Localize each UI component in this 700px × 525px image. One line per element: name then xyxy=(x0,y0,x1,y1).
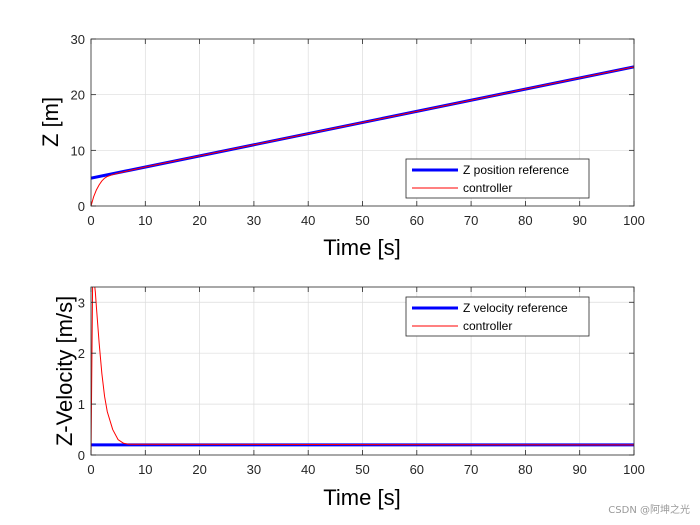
top-xtick-label: 0 xyxy=(87,213,94,228)
top-series xyxy=(91,65,634,206)
top-legend-label-controller: controller xyxy=(463,181,512,195)
top-xtick-label: 70 xyxy=(464,213,478,228)
bottom-xtick-label: 70 xyxy=(464,462,478,477)
bottom-legend: Z velocity reference controller xyxy=(405,296,590,337)
top-xtick-label: 50 xyxy=(355,213,369,228)
bottom-xtick-label: 10 xyxy=(138,462,152,477)
bottom-y-axis-label: Z-Velocity [m/s] xyxy=(52,296,77,446)
bottom-ytick-label: 1 xyxy=(78,397,85,412)
bottom-xtick-label: 0 xyxy=(87,462,94,477)
top-legend: Z position reference controller xyxy=(405,158,590,199)
top-x-axis-label: Time [s] xyxy=(323,235,400,260)
top-grid xyxy=(91,39,634,206)
top-ytick-label: 0 xyxy=(78,199,85,214)
bottom-xtick-label: 60 xyxy=(410,462,424,477)
bottom-legend-box xyxy=(405,296,590,337)
top-xtick-label: 90 xyxy=(572,213,586,228)
bottom-ytick-label: 0 xyxy=(78,448,85,463)
bottom-xtick-label: 30 xyxy=(247,462,261,477)
bottom-xtick-label: 40 xyxy=(301,462,315,477)
bottom-series xyxy=(91,287,634,455)
top-xtick-label: 10 xyxy=(138,213,152,228)
top-xtick-label: 40 xyxy=(301,213,315,228)
bottom-legend-label-reference: Z velocity reference xyxy=(463,301,568,315)
bottom-ytick-label: 2 xyxy=(78,346,85,361)
top-ytick-label: 20 xyxy=(71,88,85,103)
top-xtick-label: 100 xyxy=(623,213,645,228)
bottom-legend-label-controller: controller xyxy=(463,319,512,333)
bottom-ytick-label: 3 xyxy=(78,295,85,310)
bottom-xtick-label: 80 xyxy=(518,462,532,477)
bottom-series-controller-line xyxy=(91,287,634,455)
top-chart: 0 10 20 30 40 50 60 70 80 90 100 0 10 20 30 Time [s] Z… xyxy=(38,32,645,260)
bottom-ticks: 0 10 20 30 40 50 60 70 80 90 100 0 1 2 3 xyxy=(78,287,645,477)
top-ytick-label: 30 xyxy=(71,32,85,47)
bottom-chart: 0 10 20 30 40 50 60 70 80 90 100 0 1 2 3 Time [s] Z-Ve… xyxy=(52,286,645,510)
bottom-xtick-label: 50 xyxy=(355,462,369,477)
top-xtick-label: 60 xyxy=(410,213,424,228)
top-ticks: 0 10 20 30 40 50 60 70 80 90 100 0 10 20 30 xyxy=(71,32,645,228)
top-xtick-label: 20 xyxy=(192,213,206,228)
bottom-xtick-label: 90 xyxy=(572,462,586,477)
top-y-axis-label: Z [m] xyxy=(38,97,63,147)
bottom-x-axis-label: Time [s] xyxy=(323,485,400,510)
top-xtick-label: 30 xyxy=(247,213,261,228)
bottom-xtick-label: 100 xyxy=(623,462,645,477)
top-legend-box xyxy=(405,158,590,199)
watermark-text: CSDN @阿坤之光 xyxy=(608,503,690,516)
top-ytick-label: 10 xyxy=(71,143,85,158)
top-xtick-label: 80 xyxy=(518,213,532,228)
bottom-xtick-label: 20 xyxy=(192,462,206,477)
top-series-controller-line xyxy=(91,66,634,206)
top-legend-label-reference: Z position reference xyxy=(463,163,569,177)
